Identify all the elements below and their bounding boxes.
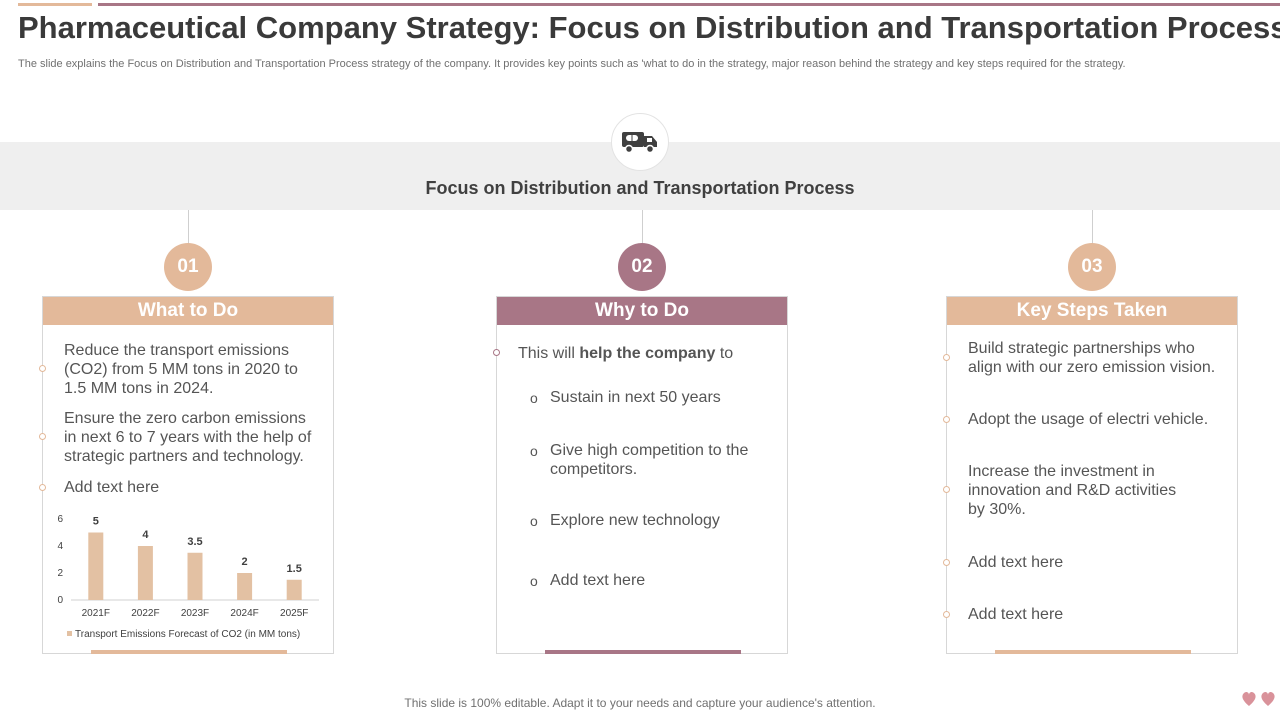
bullet-dot xyxy=(943,416,950,423)
chart-bar xyxy=(88,532,104,600)
card-footer-bar xyxy=(91,650,287,654)
section-title: Focus on Distribution and Transportation… xyxy=(425,178,855,198)
x-tick-label: 2021F xyxy=(82,608,110,619)
bullet-dot xyxy=(943,611,950,618)
page-subtitle: The slide explains the Focus on Distribu… xyxy=(18,58,1126,70)
data-label: 3.5 xyxy=(187,536,202,548)
page-title: Pharmaceutical Company Strategy: Focus o… xyxy=(18,10,1280,45)
list-item-text: Build strategic partnerships who align w… xyxy=(968,340,1216,376)
bullet-dot xyxy=(39,365,46,372)
chart-bar xyxy=(286,579,302,600)
sub-bullet: o xyxy=(530,513,538,529)
intro-text: This will help the company to xyxy=(518,345,734,362)
bullet-dot xyxy=(943,486,950,493)
data-label: 1.5 xyxy=(287,563,302,575)
list-item-text: Sustain in next 50 years xyxy=(550,389,721,406)
footer-note: This slide is 100% editable. Adapt it to… xyxy=(404,696,876,710)
y-tick-label: 6 xyxy=(57,514,63,525)
card-heading: What to Do xyxy=(43,297,333,325)
card-what-to-do: What to Do Reduce the transport emission… xyxy=(39,296,334,654)
card-heading: Why to Do xyxy=(497,297,787,325)
card-why-to-do: Why to Do This will help the company to … xyxy=(493,296,788,654)
bullet-dot xyxy=(943,354,950,361)
x-tick-label: 2025F xyxy=(280,608,308,619)
x-tick-label: 2024F xyxy=(230,608,258,619)
y-tick-label: 2 xyxy=(57,568,63,579)
x-tick-label: 2022F xyxy=(131,608,159,619)
truck-icon-badge xyxy=(611,113,669,171)
list-item: o Give high competition to the competito… xyxy=(530,441,750,479)
card-key-steps: Key Steps Taken Build strategic partners… xyxy=(943,296,1238,654)
y-tick-label: 0 xyxy=(57,595,63,606)
chart-bar xyxy=(187,552,203,600)
card-footer-bar xyxy=(545,650,741,654)
connector-line-3 xyxy=(1092,210,1093,244)
bullet-dot xyxy=(493,349,500,356)
hearts-icon xyxy=(1242,691,1275,706)
y-tick-label: 4 xyxy=(57,541,63,552)
data-label: 2 xyxy=(242,556,248,568)
list-item-text: Add text here xyxy=(968,554,1064,571)
accent-bar-left xyxy=(18,3,92,6)
sub-bullet: o xyxy=(530,573,538,589)
bullet-dot xyxy=(943,559,950,566)
legend-label: Transport Emissions Forecast of CO2 (in … xyxy=(75,629,300,640)
list-item-text: Increase the investment in innovation an… xyxy=(968,463,1177,518)
list-item: o Sustain in next 50 years xyxy=(530,388,750,407)
list-item-text: Adopt the usage of electri vehicle. xyxy=(968,411,1209,428)
card-heading: Key Steps Taken xyxy=(947,297,1237,325)
step-number-1: 01 xyxy=(164,243,212,291)
data-label: 4 xyxy=(142,529,149,541)
list-item: o Add text here xyxy=(530,571,750,590)
accent-bar-right xyxy=(98,3,1280,6)
bullet-dot xyxy=(39,484,46,491)
list-item-text: Reduce the transport emissions (CO2) fro… xyxy=(64,342,298,397)
truck-icon xyxy=(622,132,657,154)
list-item-text: Add text here xyxy=(64,479,160,496)
sub-bullet: o xyxy=(530,443,538,459)
chart-bar xyxy=(237,573,253,600)
card-footer-bar xyxy=(995,650,1191,654)
connector-line-1 xyxy=(188,210,189,244)
list-item-text: Ensure the zero carbon emissions in next… xyxy=(64,410,312,465)
data-label: 5 xyxy=(93,516,99,528)
chart-bar xyxy=(137,546,153,600)
list-item: o Explore new technology xyxy=(530,511,750,530)
step-number-3: 03 xyxy=(1068,243,1116,291)
legend-swatch xyxy=(67,631,72,636)
list-item-text: Explore new technology xyxy=(550,512,720,529)
connector-line-2 xyxy=(642,210,643,244)
emissions-chart: 0 2 4 6 5 2021F 4 2022F 3.5 2023F 2 2024F 1.5 2025F Tr… xyxy=(57,514,319,640)
bullet-dot xyxy=(39,433,46,440)
list-item-text: Give high competition to the competitors… xyxy=(550,442,749,478)
sub-bullet: o xyxy=(530,390,538,406)
list-item-text: Add text here xyxy=(550,572,646,589)
x-tick-label: 2023F xyxy=(181,608,209,619)
step-number-2: 02 xyxy=(618,243,666,291)
list-item-text: Add text here xyxy=(968,606,1064,623)
